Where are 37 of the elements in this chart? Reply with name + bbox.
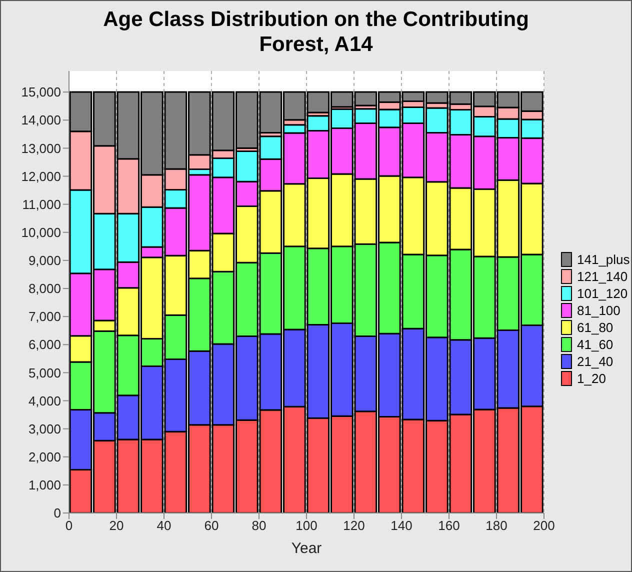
x-tick-label: 0 bbox=[65, 518, 73, 534]
y-tick-label: 9,000 bbox=[28, 253, 61, 268]
x-tick-label: 180 bbox=[486, 518, 508, 534]
x-tick-label: 60 bbox=[204, 518, 219, 534]
x-tick-label: 200 bbox=[533, 518, 555, 534]
legend-label: 141_plus bbox=[577, 251, 630, 268]
legend-label: 41_60 bbox=[577, 336, 614, 353]
y-tick-label: 1,000 bbox=[28, 478, 61, 493]
y-tick-label: 7,000 bbox=[28, 309, 61, 324]
y-tick-label: 8,000 bbox=[28, 281, 61, 296]
x-tick-label: 140 bbox=[390, 518, 412, 534]
x-tick-label: 40 bbox=[156, 518, 172, 534]
y-tick-label: 3,000 bbox=[28, 421, 61, 436]
x-axis-title: Year bbox=[291, 540, 322, 557]
x-tick-label: 120 bbox=[343, 518, 365, 534]
legend-label: 21_40 bbox=[577, 353, 614, 370]
y-tick-label: 10,000 bbox=[21, 224, 61, 240]
x-tick-label: 160 bbox=[438, 518, 460, 534]
y-tick-label: 15,000 bbox=[21, 84, 61, 100]
legend-label: 61_80 bbox=[577, 319, 614, 336]
legend-label: 81_100 bbox=[577, 302, 620, 319]
y-tick-label: 2,000 bbox=[28, 449, 61, 464]
legend-label: 101_120 bbox=[577, 285, 628, 302]
y-tick-label: 5,000 bbox=[28, 365, 61, 380]
y-tick-label: 13,000 bbox=[21, 140, 61, 156]
y-tick-label: 12,000 bbox=[21, 168, 61, 184]
y-tick-label: 14,000 bbox=[21, 112, 61, 128]
legend-label: 1_20 bbox=[577, 370, 606, 387]
y-tick-label: 6,000 bbox=[28, 337, 61, 352]
chart-title: Age Class Distribution on the Contributing Forest, A14 bbox=[102, 7, 530, 57]
x-tick-label: 20 bbox=[109, 518, 124, 534]
x-tick-label: 80 bbox=[252, 518, 266, 534]
x-tick-label: 100 bbox=[296, 518, 318, 534]
y-tick-label: 11,000 bbox=[22, 196, 61, 212]
legend-label: 121_140 bbox=[577, 268, 628, 285]
y-tick-label: 4,000 bbox=[28, 393, 61, 408]
y-tick-label: 0 bbox=[54, 506, 61, 521]
